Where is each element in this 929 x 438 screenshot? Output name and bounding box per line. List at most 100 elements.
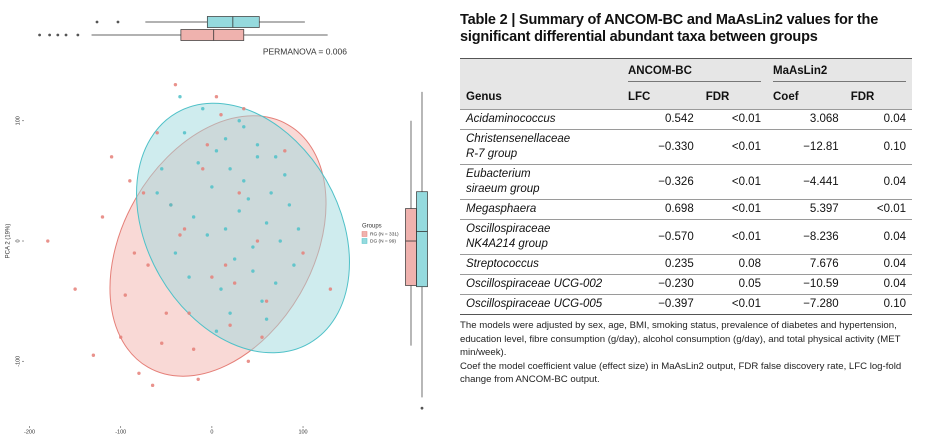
value-cell: <0.01 — [699, 294, 767, 315]
point — [251, 245, 255, 249]
point — [242, 107, 246, 111]
point — [178, 233, 182, 237]
table-row: Oscillospiraceae NK4A214 group −0.570 <0.0… — [460, 219, 912, 255]
value-cell: −0.570 — [622, 219, 700, 255]
point — [237, 209, 241, 213]
value-cell: −0.330 — [622, 129, 700, 165]
point — [228, 311, 232, 315]
genus-cell: Megasphaera — [460, 199, 622, 220]
point — [201, 167, 205, 171]
value-cell: 0.05 — [699, 274, 767, 295]
point — [278, 239, 282, 243]
point — [232, 257, 237, 261]
blank-header — [460, 58, 622, 85]
point — [146, 263, 150, 267]
point — [123, 293, 127, 297]
point — [100, 215, 105, 219]
point — [187, 275, 191, 279]
point — [264, 221, 269, 225]
value-cell: 0.235 — [622, 254, 700, 275]
table-title: Table 2 | Summary of ANCOM-BC and MaAsLi… — [460, 12, 879, 45]
point — [214, 95, 219, 99]
box-outlier — [38, 33, 41, 37]
genus-cell: Oscillospiraceae UCG-002 — [460, 274, 622, 295]
value-cell: <0.01 — [699, 129, 767, 165]
point — [205, 233, 210, 237]
column-header: LFC — [622, 85, 700, 110]
group-header-row: ANCOM-BC MaAsLin2 — [460, 58, 912, 85]
value-cell: 0.04 — [844, 219, 912, 255]
point — [246, 197, 251, 201]
point — [273, 281, 278, 285]
value-cell: <0.01 — [844, 199, 912, 220]
annotation: PERMANOVA = 0.006 — [263, 46, 347, 56]
legend-label: DG (N = 99) — [370, 238, 396, 244]
value-cell: <0.01 — [699, 199, 767, 220]
point — [46, 239, 50, 243]
y-tick-label: 0 — [15, 239, 21, 242]
box-outlier — [95, 20, 99, 24]
point — [283, 173, 287, 177]
point — [160, 167, 164, 171]
genus-cell: Oscillospiraceae UCG-005 — [460, 294, 622, 315]
group-header: MaAsLin2 — [766, 58, 912, 85]
value-cell: −4.441 — [766, 164, 845, 200]
point — [283, 149, 287, 153]
value-cell: −8.236 — [766, 219, 845, 255]
point — [73, 287, 77, 291]
genus-cell: Streptococcus — [460, 254, 622, 275]
point — [219, 287, 223, 291]
point — [273, 155, 278, 159]
box — [206, 16, 260, 28]
point — [237, 191, 241, 195]
legend-swatch — [361, 238, 368, 244]
value-cell: 7.676 — [766, 254, 845, 275]
point — [109, 155, 114, 159]
point — [260, 335, 264, 339]
point — [232, 281, 237, 285]
point — [201, 107, 205, 111]
point — [255, 155, 260, 159]
legend-swatch — [361, 231, 368, 237]
point — [269, 191, 273, 195]
value-cell: −0.230 — [622, 274, 700, 295]
value-cell: 0.542 — [622, 109, 700, 130]
point — [255, 239, 260, 243]
point — [196, 161, 200, 165]
value-cell: 0.04 — [844, 254, 912, 275]
point — [155, 191, 159, 195]
column-header: FDR — [844, 85, 912, 110]
value-cell: −0.397 — [622, 294, 700, 315]
value-cell: 3.068 — [766, 109, 845, 130]
point — [260, 299, 264, 303]
dg-ellipse — [136, 102, 350, 354]
point — [91, 353, 96, 357]
genus-cell: Christensenellaceae R-7 group — [460, 129, 622, 165]
point — [160, 341, 164, 345]
point — [191, 347, 196, 351]
column-header: Genus — [460, 85, 622, 110]
table-row: Streptococcus 0.235 0.08 7.676 0.04 — [460, 254, 912, 275]
point — [219, 113, 223, 117]
point — [264, 317, 269, 321]
box-outlier — [64, 33, 68, 37]
point — [164, 311, 168, 315]
box — [416, 191, 428, 288]
point — [132, 251, 137, 255]
box — [405, 208, 417, 286]
table-note: Coef the model coefficient value (effect… — [460, 360, 902, 386]
table-row: Acidaminococcus 0.542 <0.01 3.068 0.04 — [460, 109, 912, 130]
column-header: FDR — [699, 85, 767, 110]
point — [223, 137, 228, 141]
box-outlier — [56, 33, 60, 37]
point — [242, 125, 246, 129]
table-body: Acidaminococcus 0.542 <0.01 3.068 0.04 Christ… — [460, 109, 912, 315]
value-cell: 0.04 — [844, 274, 912, 295]
value-cell: −10.59 — [766, 274, 845, 295]
column-header-row: Genus LFC FDR Coef FDR — [460, 85, 912, 110]
value-cell: 5.397 — [766, 199, 845, 220]
point — [287, 203, 292, 207]
y-axis-label: PCA 2 (19%) — [6, 224, 12, 259]
point — [246, 359, 251, 363]
